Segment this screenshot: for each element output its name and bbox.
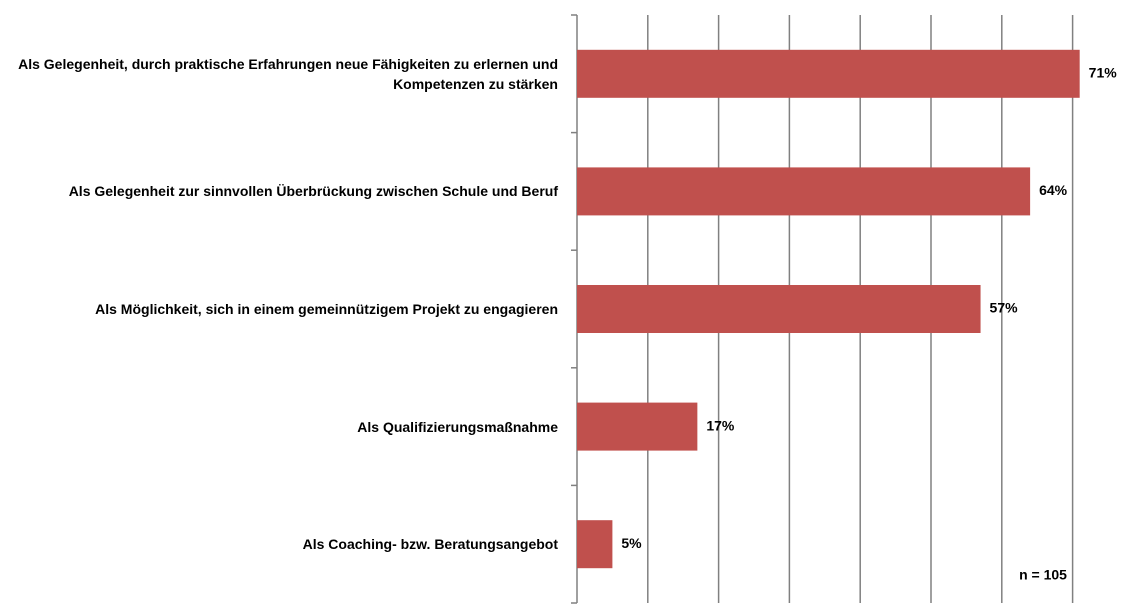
value-label: 64% — [1039, 182, 1068, 198]
annotation: n = 105 — [1019, 567, 1067, 583]
value-label: 71% — [1089, 65, 1118, 81]
category-label: Als Gelegenheit, durch praktische Erfahr… — [18, 55, 558, 92]
category-label: Als Qualifizierungsmaßnahme — [357, 418, 558, 435]
category-label: Als Gelegenheit zur sinnvollen Überbrück… — [68, 183, 558, 200]
bar — [577, 402, 698, 451]
bar — [577, 285, 981, 333]
bar — [577, 167, 1031, 216]
value-label: 5% — [621, 535, 642, 551]
bar — [577, 49, 1080, 98]
value-label: 57% — [990, 300, 1019, 316]
category-label: Als Coaching- bzw. Beratungsangebot — [302, 536, 558, 553]
bar — [577, 520, 613, 569]
value-label: 17% — [706, 417, 735, 433]
category-label: Als Möglichkeit, sich in einem gemeinnüt… — [95, 301, 558, 317]
